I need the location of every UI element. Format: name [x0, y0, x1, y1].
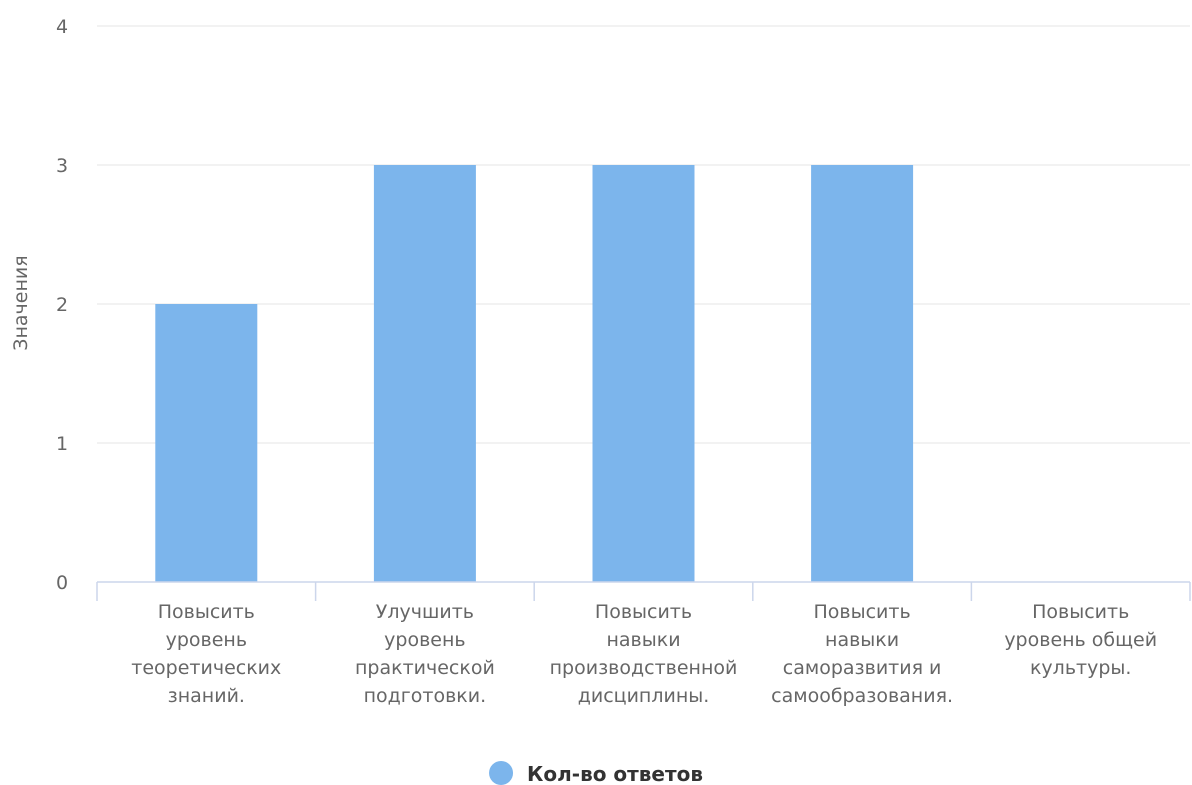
x-tick-label: Повысить уровень теоретических знаний. [131, 601, 281, 707]
bar[interactable] [592, 165, 695, 582]
x-tick-label: Повысить навыки производственной дисциплины… [550, 601, 738, 707]
y-axis-title: Значения [10, 255, 32, 350]
x-axis-tick-labels: Повысить уровень теоретических знаний. Улучш… [131, 601, 1157, 707]
y-tick-label: 0 [56, 572, 68, 594]
x-tick-label: Улучшить уровень практической подготовки. [355, 601, 495, 707]
y-axis-tick-labels: 0 1 2 3 4 [56, 16, 68, 594]
bar[interactable] [155, 304, 258, 582]
bar[interactable] [811, 165, 914, 582]
y-tick-label: 4 [56, 16, 68, 38]
legend[interactable]: Кол-во ответов [489, 761, 703, 785]
x-tick-label: Повысить навыки саморазвития и самообразова… [771, 601, 953, 707]
x-axis [96, 581, 1191, 601]
x-tick-label: Повысить уровень общей культуры. [1004, 601, 1157, 679]
bars [155, 165, 914, 582]
y-tick-label: 3 [56, 155, 68, 177]
legend-label[interactable]: Кол-во ответов [527, 762, 703, 785]
bar[interactable] [373, 165, 476, 582]
y-tick-label: 2 [56, 294, 68, 316]
y-tick-label: 1 [56, 433, 68, 455]
legend-marker-icon[interactable] [489, 761, 514, 785]
